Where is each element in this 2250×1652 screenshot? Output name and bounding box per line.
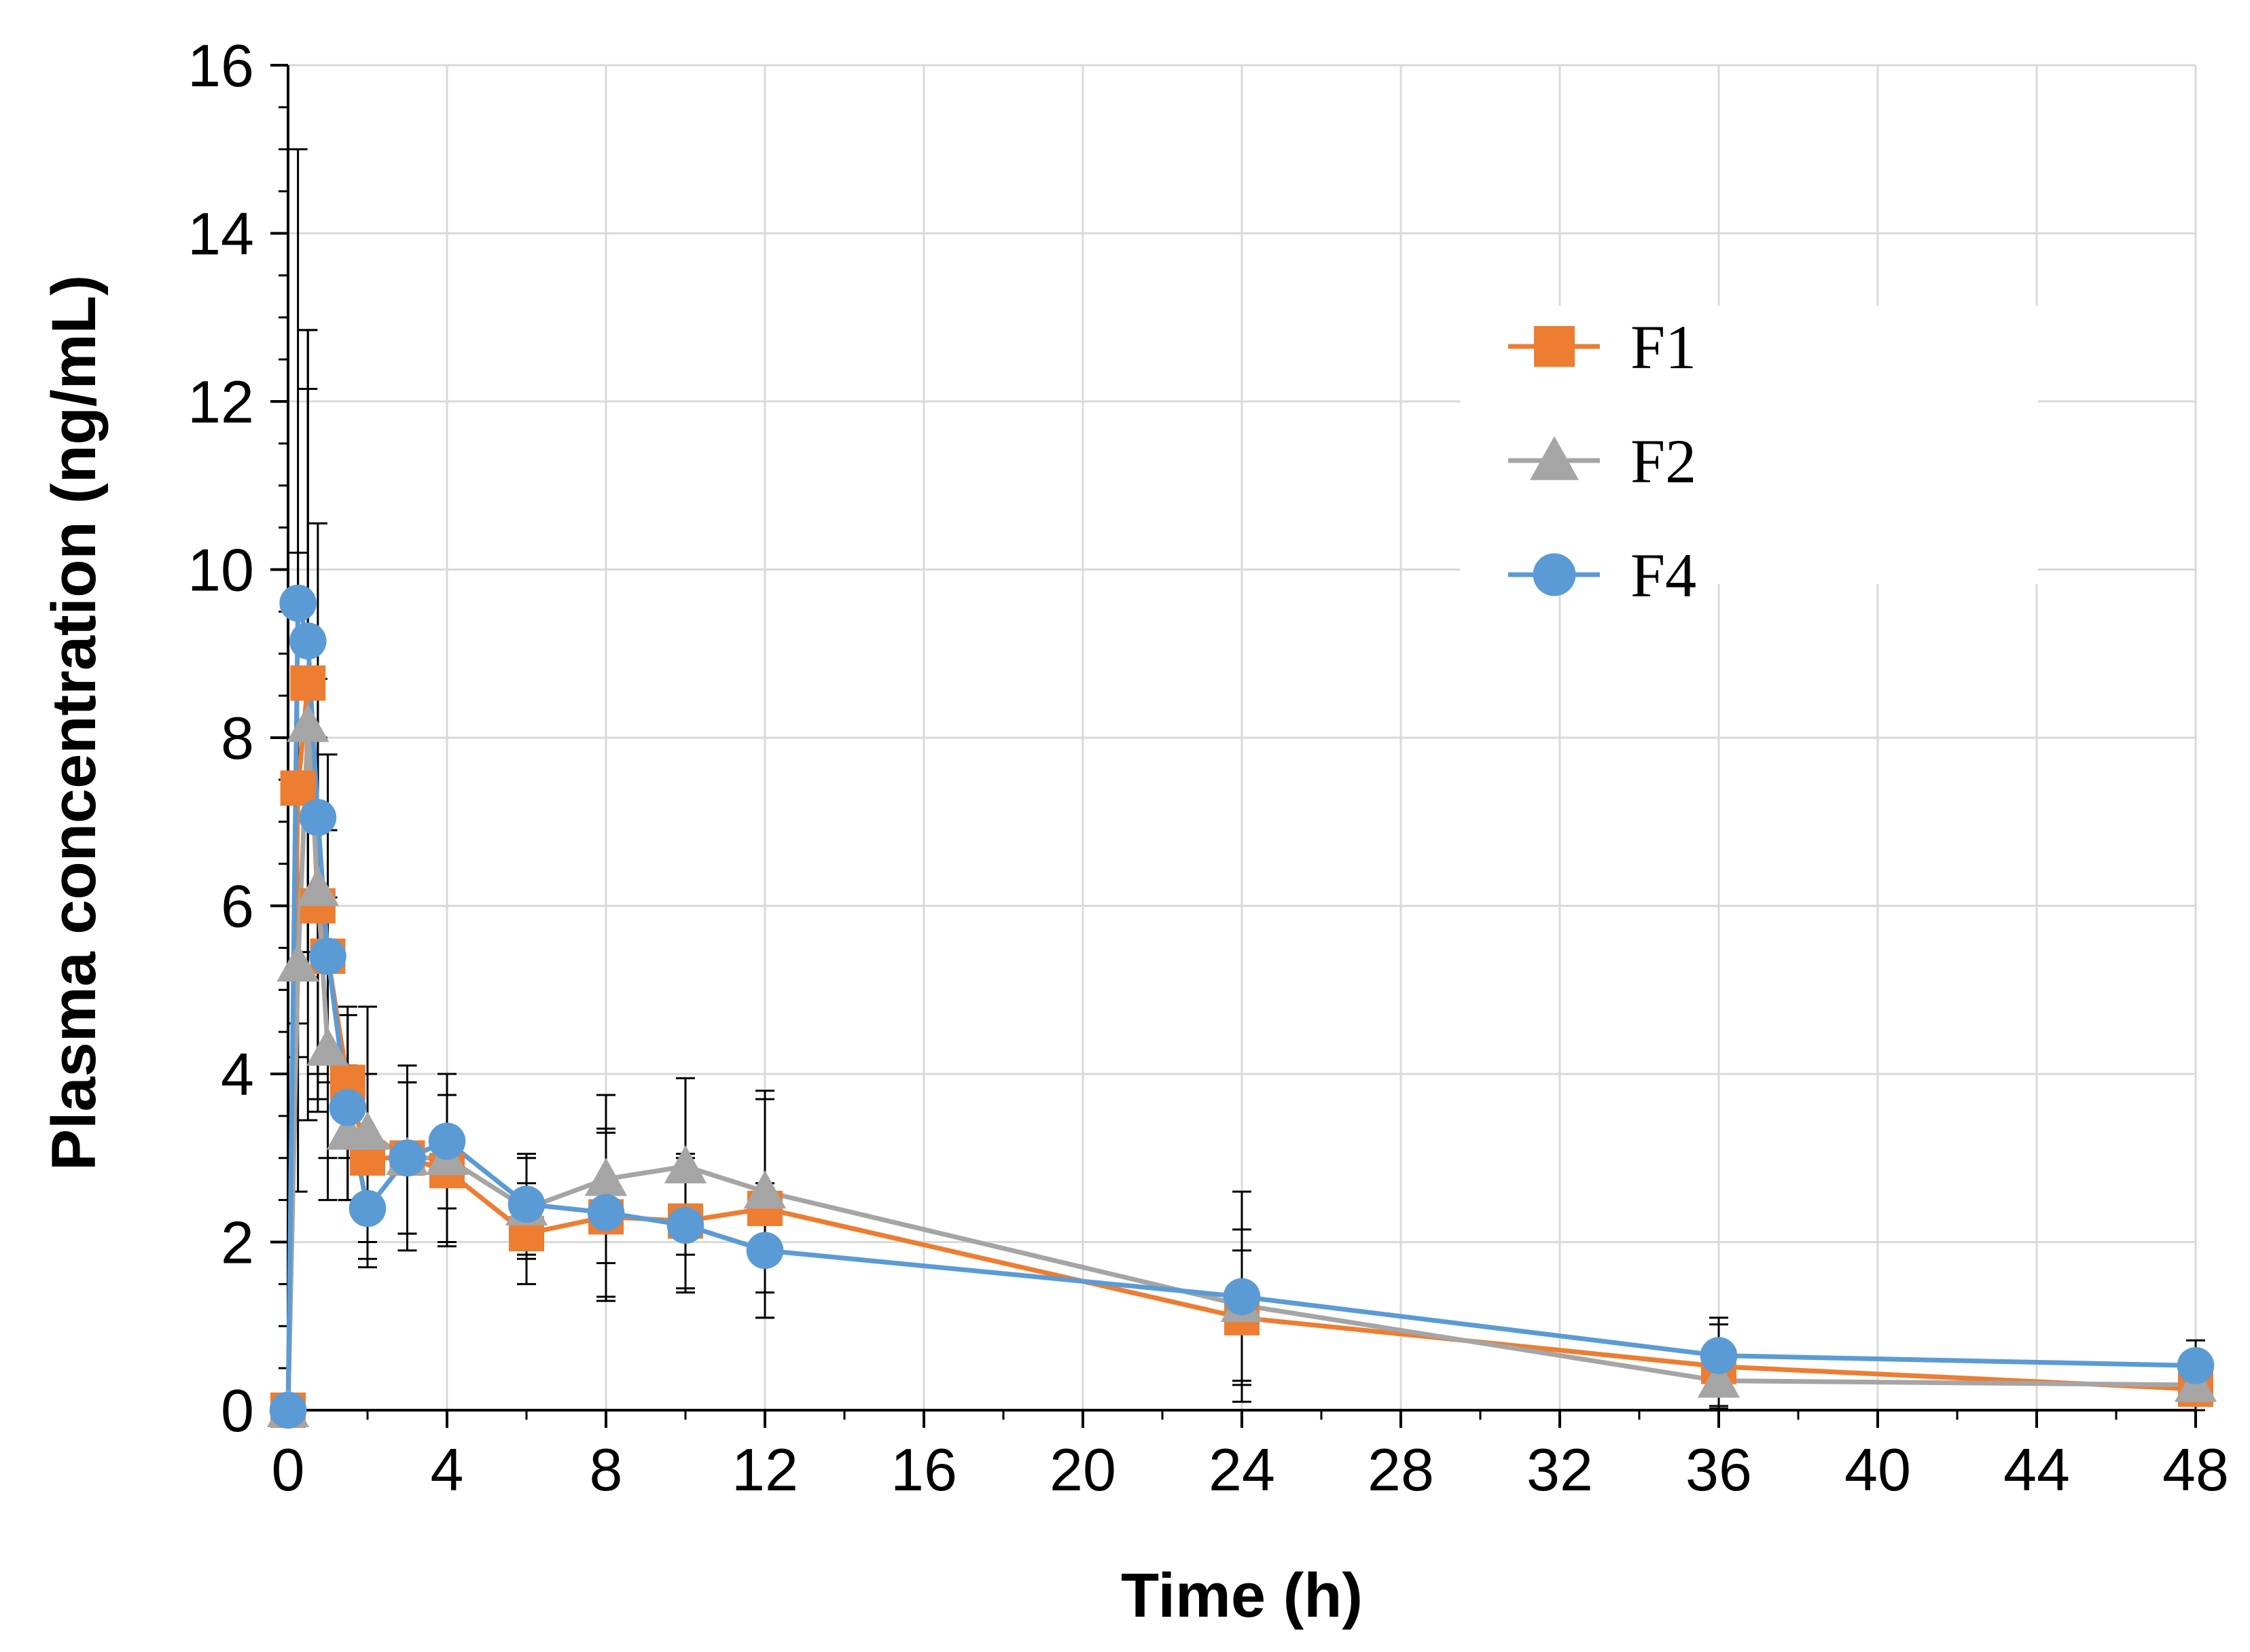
data-point-f2	[584, 1157, 628, 1196]
data-point-f4	[428, 1122, 466, 1160]
data-point-f2	[306, 1027, 349, 1066]
y-tick-label: 4	[221, 1041, 254, 1108]
y-tick-label: 6	[221, 873, 254, 940]
y-tick-label: 16	[188, 32, 254, 99]
data-point-f4	[349, 1189, 387, 1227]
y-tick-label: 14	[188, 200, 254, 268]
data-point-f4	[309, 937, 346, 975]
y-tick-label: 10	[188, 537, 254, 604]
data-point-f4	[299, 799, 337, 836]
y-tick-label: 0	[221, 1377, 254, 1444]
data-point-f1	[290, 665, 326, 701]
x-tick-label: 36	[1685, 1436, 1752, 1503]
data-point-f4	[746, 1232, 784, 1270]
data-point-f2	[287, 704, 329, 742]
x-tick-label: 20	[1050, 1436, 1116, 1503]
data-point-f4	[2177, 1347, 2215, 1384]
x-tick-label: 40	[1844, 1436, 1911, 1503]
x-tick-label: 8	[590, 1436, 623, 1503]
data-point-f4	[587, 1193, 625, 1232]
series-markers	[266, 584, 2217, 1429]
legend-marker-f2	[1530, 436, 1579, 480]
x-tick-label: 0	[272, 1436, 305, 1503]
data-point-f4	[1700, 1337, 1738, 1374]
x-tick-label: 16	[891, 1436, 957, 1503]
data-point-f1	[280, 770, 316, 806]
legend-label-f4: F4	[1630, 541, 1696, 610]
data-point-f2	[296, 867, 340, 906]
x-tick-label: 44	[2003, 1436, 2070, 1503]
data-point-f4	[289, 622, 327, 660]
x-tick-label: 48	[2162, 1436, 2229, 1503]
data-point-f2	[346, 1111, 389, 1150]
data-point-f2	[664, 1145, 707, 1184]
x-tick-label: 24	[1209, 1436, 1275, 1503]
data-point-f4	[666, 1206, 704, 1244]
data-point-f2	[1697, 1359, 1740, 1398]
data-point-f4	[269, 1391, 307, 1429]
data-point-f2	[743, 1170, 787, 1209]
legend-marker-f4	[1533, 553, 1576, 596]
data-point-f4	[329, 1089, 367, 1126]
data-point-f4	[279, 584, 317, 622]
x-tick-label: 32	[1526, 1436, 1593, 1503]
legend: F1 F2 F4	[1461, 306, 2038, 610]
x-tick-label: 12	[732, 1436, 798, 1503]
data-point-f4	[507, 1185, 546, 1223]
x-axis-title: Time (h)	[1121, 1561, 1363, 1630]
legend-label-f2: F2	[1630, 427, 1696, 496]
legend-marker-f1	[1534, 326, 1575, 367]
y-tick-label: 12	[188, 368, 254, 435]
data-point-f4	[389, 1139, 426, 1177]
data-point-f2	[276, 943, 319, 982]
legend-label-f1: F1	[1630, 312, 1696, 382]
x-tick-label: 28	[1368, 1436, 1434, 1503]
y-tick-label: 2	[221, 1209, 254, 1276]
data-point-f4	[1223, 1278, 1261, 1316]
x-tick-label: 4	[431, 1436, 464, 1503]
y-axis-title: Plasma concentration (ng/mL)	[39, 275, 109, 1171]
y-tick-label: 8	[221, 704, 254, 772]
